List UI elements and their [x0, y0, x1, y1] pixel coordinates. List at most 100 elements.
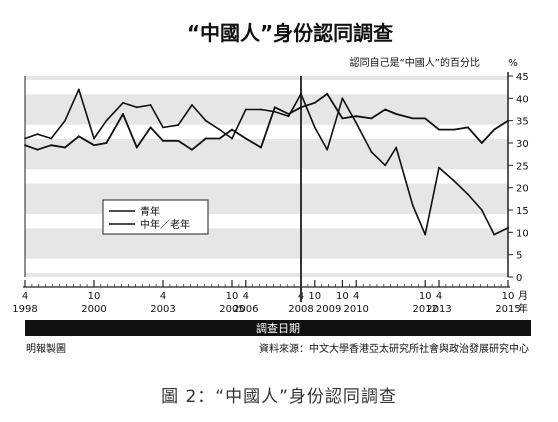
y-tick-label: 10: [516, 228, 529, 239]
data-point: [326, 148, 329, 151]
data-point: [93, 144, 95, 147]
data-point: [341, 117, 344, 120]
chart-footer: 明報製圖 資料來源：中文大學香港亞太研究所社會與政治發展研究中心: [26, 342, 529, 355]
y-tick-label: 45: [516, 72, 529, 83]
x-axis-unit-month: 月: [518, 290, 528, 302]
data-point: [300, 106, 302, 109]
data-point: [162, 139, 164, 142]
chart-title: “中國人”身份認同調查: [187, 21, 393, 45]
data-point: [135, 106, 138, 109]
data-point: [467, 193, 469, 196]
data-point: [77, 88, 80, 91]
data-point: [493, 233, 496, 236]
data-point: [36, 133, 39, 136]
data-point: [313, 101, 316, 104]
y-axis: 0 5 10 15 20 25 30 35 40 45: [508, 72, 529, 284]
legend-label: 青年: [140, 205, 160, 218]
x-tick-label-year: 2012: [412, 304, 437, 315]
data-point: [93, 137, 95, 140]
data-point: [204, 119, 207, 122]
x-tick-label-month: 4: [22, 291, 28, 302]
footer-credit: 明報製圖: [26, 342, 66, 355]
data-point: [260, 146, 262, 149]
data-point: [260, 108, 262, 111]
data-point: [135, 146, 138, 149]
x-axis-title-band: [25, 320, 531, 336]
y-tick-label: 20: [516, 184, 529, 195]
band-white: [25, 169, 508, 184]
data-point: [438, 166, 440, 169]
data-point: [480, 209, 483, 211]
figure-caption: 圖 2：“中國人”身份認同調查: [161, 387, 397, 407]
data-point: [355, 115, 358, 118]
x-tick-label-year: 2005: [219, 304, 244, 315]
data-point: [231, 137, 233, 140]
data-point: [50, 137, 53, 140]
chart: “中國人”身份認同調查 認同自己是“中國人”的百分比 % 0 5 10 15 20 25 3…: [12, 21, 531, 355]
data-point: [453, 180, 456, 182]
data-point: [467, 126, 469, 129]
data-point: [453, 128, 456, 131]
data-point: [411, 117, 414, 120]
x-tick-label-month: 10: [419, 291, 432, 302]
legend-label: 中年／老年: [140, 218, 190, 231]
data-point: [122, 113, 124, 115]
x-tick-label-month: 4: [243, 291, 249, 302]
footer-source: 資料來源：中文大學香港亞太研究所社會與政治發展研究中心: [259, 342, 529, 355]
x-tick-label-month: 10: [88, 291, 101, 302]
x-tick-label-month: 10: [226, 291, 239, 302]
data-point: [493, 128, 496, 131]
data-point: [218, 128, 221, 131]
series-line-youth: [24, 88, 509, 236]
band-white: [25, 80, 508, 95]
data-point: [64, 119, 66, 122]
y-tick-label: 30: [516, 139, 529, 150]
data-point: [395, 113, 398, 115]
x-tick-label-month: 4: [160, 291, 166, 302]
plot-frame: [24, 72, 509, 277]
data-point: [24, 137, 26, 140]
data-point: [438, 128, 440, 131]
data-point: [218, 137, 221, 140]
y-tick-label: 35: [516, 117, 529, 128]
x-tick-label-year: 2010: [343, 304, 368, 315]
x-tick-label-year: 2008: [288, 304, 313, 315]
data-point: [507, 119, 509, 122]
series-layer: [24, 88, 509, 236]
data-point: [162, 126, 164, 129]
legend-box: [102, 199, 209, 235]
data-point: [507, 227, 509, 229]
y-axis-unit: %: [508, 58, 518, 69]
data-point: [122, 101, 124, 104]
x-axis-unit-year: 年: [518, 302, 528, 315]
x-tick-label-year: 2006: [233, 304, 258, 315]
y-tick-label: 5: [516, 251, 522, 262]
data-point: [50, 144, 53, 147]
data-point: [300, 93, 302, 95]
data-point: [370, 151, 373, 153]
data-point: [244, 108, 247, 111]
data-point: [313, 126, 316, 129]
data-point: [480, 142, 483, 144]
data-point: [105, 142, 108, 144]
y-tick-label: 0: [516, 273, 522, 284]
data-point: [244, 137, 247, 140]
chart-subtitle: 認同自己是“中國人”的百分比: [350, 56, 480, 69]
data-point: [384, 108, 387, 111]
data-point: [341, 97, 344, 100]
data-point: [177, 124, 180, 126]
y-tick-label: 15: [516, 206, 529, 217]
data-point: [36, 148, 39, 151]
data-point: [191, 148, 193, 151]
data-point: [231, 128, 233, 131]
x-tick-label-year: 1998: [12, 304, 37, 315]
x-tick-label-year: 2013: [426, 304, 451, 315]
data-point: [424, 117, 427, 120]
data-point: [326, 93, 329, 95]
data-point: [273, 106, 276, 109]
data-point: [370, 117, 373, 120]
data-point: [149, 104, 152, 106]
data-point: [411, 204, 414, 207]
data-point: [384, 164, 387, 167]
